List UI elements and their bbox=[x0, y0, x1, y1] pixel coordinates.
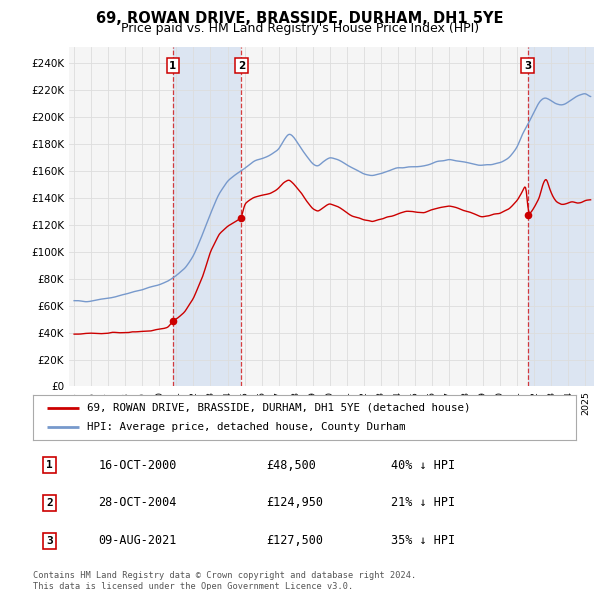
Text: 69, ROWAN DRIVE, BRASSIDE, DURHAM, DH1 5YE: 69, ROWAN DRIVE, BRASSIDE, DURHAM, DH1 5… bbox=[96, 11, 504, 25]
Text: £127,500: £127,500 bbox=[266, 535, 323, 548]
Text: 3: 3 bbox=[46, 536, 53, 546]
Text: 1: 1 bbox=[169, 61, 176, 71]
Text: 28-OCT-2004: 28-OCT-2004 bbox=[98, 496, 176, 510]
Text: £124,950: £124,950 bbox=[266, 496, 323, 510]
Text: £48,500: £48,500 bbox=[266, 458, 316, 471]
Text: 69, ROWAN DRIVE, BRASSIDE, DURHAM, DH1 5YE (detached house): 69, ROWAN DRIVE, BRASSIDE, DURHAM, DH1 5… bbox=[88, 403, 471, 412]
Text: 3: 3 bbox=[524, 61, 531, 71]
Bar bbox=[527, 47, 594, 386]
Text: 35% ↓ HPI: 35% ↓ HPI bbox=[391, 535, 455, 548]
Text: 09-AUG-2021: 09-AUG-2021 bbox=[98, 535, 176, 548]
Text: 16-OCT-2000: 16-OCT-2000 bbox=[98, 458, 176, 471]
Text: 2: 2 bbox=[46, 498, 53, 508]
Text: Contains HM Land Registry data © Crown copyright and database right 2024.
This d: Contains HM Land Registry data © Crown c… bbox=[33, 571, 416, 590]
Text: Price paid vs. HM Land Registry's House Price Index (HPI): Price paid vs. HM Land Registry's House … bbox=[121, 22, 479, 35]
Text: 40% ↓ HPI: 40% ↓ HPI bbox=[391, 458, 455, 471]
Text: 21% ↓ HPI: 21% ↓ HPI bbox=[391, 496, 455, 510]
Text: 1: 1 bbox=[46, 460, 53, 470]
Bar bbox=[173, 47, 241, 386]
Text: HPI: Average price, detached house, County Durham: HPI: Average price, detached house, Coun… bbox=[88, 422, 406, 432]
Text: 2: 2 bbox=[238, 61, 245, 71]
